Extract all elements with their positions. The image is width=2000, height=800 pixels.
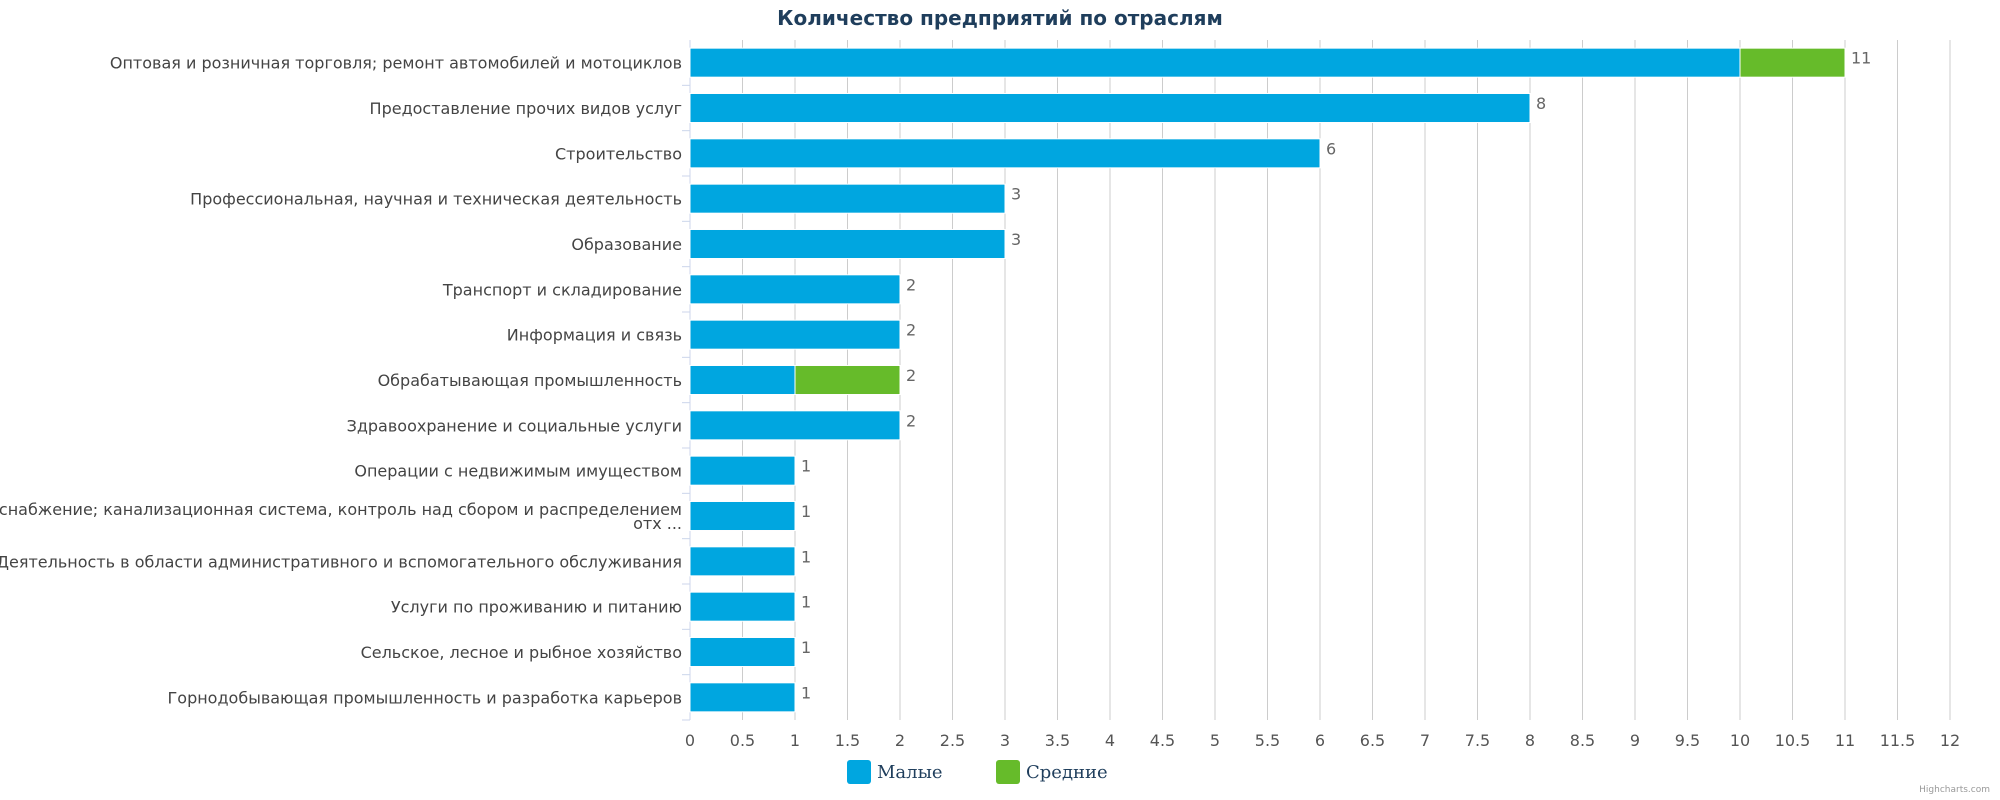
data-label: 3 xyxy=(1011,230,1021,249)
x-tick-label: 7 xyxy=(1420,731,1430,750)
bar-small xyxy=(689,319,901,350)
x-tick-label: 0.5 xyxy=(730,731,755,750)
bar-small xyxy=(689,138,1321,169)
category-label: Сельское, лесное и рыбное хозяйство xyxy=(361,643,682,662)
data-label: 1 xyxy=(801,683,811,702)
bar-medium xyxy=(1739,47,1846,78)
x-tick-label: 8.5 xyxy=(1570,731,1595,750)
bar-small xyxy=(689,410,901,441)
bar-small xyxy=(689,92,1531,124)
x-tick-label: 4.5 xyxy=(1150,731,1175,750)
x-tick-label: 11.5 xyxy=(1880,731,1916,750)
data-label: 8 xyxy=(1536,94,1546,113)
data-label: 1 xyxy=(801,638,811,657)
x-tick-label: 7.5 xyxy=(1465,731,1490,750)
chart-title: Количество предприятий по отраслям xyxy=(777,6,1223,30)
x-tick-label: 8 xyxy=(1525,731,1535,750)
category-label: Информация и связь xyxy=(507,326,682,345)
x-tick-label: 4 xyxy=(1105,731,1115,750)
data-label: 2 xyxy=(906,366,916,385)
bar-small xyxy=(689,682,796,713)
bar-medium xyxy=(794,364,901,396)
bar-small xyxy=(689,47,1741,78)
x-tick-label: 3.5 xyxy=(1045,731,1070,750)
data-label: 2 xyxy=(906,321,916,340)
category-label: отх ... xyxy=(633,514,682,533)
legend-label-medium: Средние xyxy=(1026,761,1108,783)
data-label: 1 xyxy=(801,502,811,521)
bar-small xyxy=(689,228,1006,260)
x-tick-label: 2.5 xyxy=(940,731,965,750)
bar-small xyxy=(689,636,796,668)
category-label: Оптовая и розничная торговля; ремонт авт… xyxy=(110,54,682,73)
category-label: Водоснабжение; канализационная система, … xyxy=(0,500,682,519)
x-tick-label: 6.5 xyxy=(1360,731,1385,750)
bar-small xyxy=(689,274,901,305)
data-label: 1 xyxy=(801,457,811,476)
legend-label-small: Малые xyxy=(877,761,943,783)
bar-small xyxy=(689,591,796,622)
category-label: Строительство xyxy=(555,144,682,163)
category-label: Обрабатывающая промышленность xyxy=(378,371,682,390)
category-label: Образование xyxy=(571,235,682,254)
x-tick-label: 11 xyxy=(1835,731,1855,750)
x-tick-label: 2 xyxy=(895,731,905,750)
category-label: Профессиональная, научная и техническая … xyxy=(190,190,682,209)
legend-item-small[interactable]: Малые xyxy=(847,760,943,784)
x-tick-label: 6 xyxy=(1315,731,1325,750)
data-label: 1 xyxy=(801,547,811,566)
data-label: 1 xyxy=(801,593,811,612)
bar-small xyxy=(689,364,796,396)
x-tick-label: 5.5 xyxy=(1255,731,1280,750)
x-tick-label: 5 xyxy=(1210,731,1220,750)
x-tick-label: 12 xyxy=(1940,731,1960,750)
x-tick-label: 10 xyxy=(1730,731,1750,750)
legend-swatch-small xyxy=(847,760,871,784)
legend-item-medium[interactable]: Средние xyxy=(996,760,1108,784)
category-label: Деятельность в области административного… xyxy=(0,552,682,571)
data-label: 2 xyxy=(906,411,916,430)
x-tick-label: 1 xyxy=(790,731,800,750)
bar-small xyxy=(689,546,796,577)
data-label: 3 xyxy=(1011,185,1021,204)
x-tick-label: 10.5 xyxy=(1775,731,1811,750)
data-label: 6 xyxy=(1326,139,1336,158)
category-label: Операции с недвижимым имуществом xyxy=(354,462,682,481)
x-tick-label: 0 xyxy=(685,731,695,750)
x-tick-label: 3 xyxy=(1000,731,1010,750)
category-label: Транспорт и складирование xyxy=(442,280,682,299)
category-label: Горнодобывающая промышленность и разрабо… xyxy=(168,688,682,707)
x-tick-label: 1.5 xyxy=(835,731,860,750)
legend-swatch-medium xyxy=(996,760,1020,784)
credits[interactable]: Highcharts.com xyxy=(1919,785,1990,795)
bar-small xyxy=(689,500,796,532)
category-label: Услуги по проживанию и питанию xyxy=(391,598,682,617)
bar-small xyxy=(689,183,1006,214)
bar-small xyxy=(689,455,796,486)
x-tick-label: 9 xyxy=(1630,731,1640,750)
data-label: 11 xyxy=(1851,49,1871,68)
x-tick-label: 9.5 xyxy=(1675,731,1700,750)
category-label: Здравоохранение и социальные услуги xyxy=(347,416,682,435)
data-label: 2 xyxy=(906,275,916,294)
category-label: Предоставление прочих видов услуг xyxy=(370,99,682,118)
legend: Малые Средние xyxy=(0,760,2000,790)
